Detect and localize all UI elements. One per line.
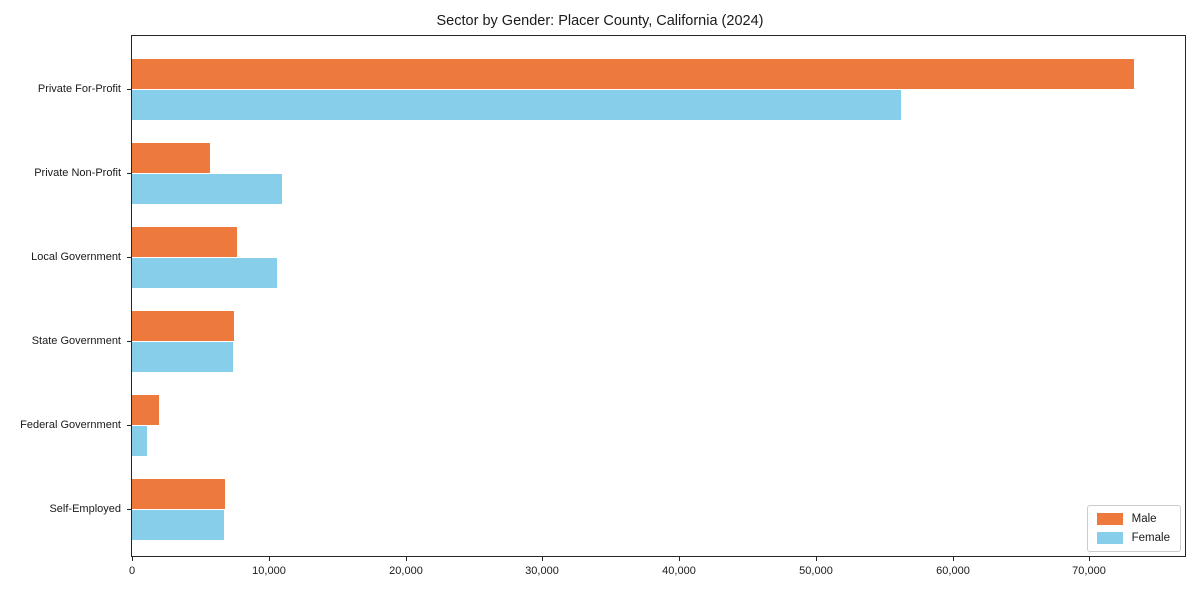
chart-title: Sector by Gender: Placer County, Califor… xyxy=(436,13,764,29)
bar-female-private-for-profit xyxy=(132,90,901,120)
bar-male-local-government xyxy=(132,227,237,257)
y-tick-label-self-employed: Self-Employed xyxy=(49,503,121,515)
y-tick-label-state-government: State Government xyxy=(31,335,121,347)
x-tick-label-30000: 30,000 xyxy=(525,565,559,577)
x-tick-label-60000: 60,000 xyxy=(936,565,970,577)
x-tick-mark xyxy=(132,557,133,561)
y-tick-label-private-non-profit: Private Non-Profit xyxy=(34,167,121,179)
y-tick-mark xyxy=(127,509,131,510)
bar-male-self-employed xyxy=(132,479,225,509)
bar-female-private-non-profit xyxy=(132,174,282,204)
y-tick-label-local-government: Local Government xyxy=(31,251,121,263)
x-tick-mark xyxy=(542,557,543,561)
x-tick-label-10000: 10,000 xyxy=(252,565,286,577)
bar-female-state-government xyxy=(132,342,233,372)
x-tick-label-50000: 50,000 xyxy=(799,565,833,577)
legend: Male Female xyxy=(1086,505,1181,552)
y-tick-mark xyxy=(127,89,131,90)
plot-area: Male Female xyxy=(131,35,1186,557)
x-tick-mark xyxy=(953,557,954,561)
bar-female-local-government xyxy=(132,258,277,288)
bar-male-private-non-profit xyxy=(132,143,210,173)
y-tick-mark xyxy=(127,257,131,258)
x-tick-mark xyxy=(1089,557,1090,561)
legend-row-female: Female xyxy=(1096,532,1170,544)
y-tick-mark xyxy=(127,425,131,426)
bar-male-state-government xyxy=(132,311,234,341)
y-tick-mark xyxy=(127,341,131,342)
legend-label-female: Female xyxy=(1131,532,1170,544)
x-tick-label-20000: 20,000 xyxy=(389,565,423,577)
bar-female-federal-government xyxy=(132,426,147,456)
y-tick-label-private-for-profit: Private For-Profit xyxy=(37,83,121,95)
x-tick-mark xyxy=(269,557,270,561)
legend-row-male: Male xyxy=(1096,513,1170,525)
x-tick-label-0: 0 xyxy=(128,565,136,577)
legend-label-male: Male xyxy=(1131,513,1157,525)
bar-female-self-employed xyxy=(132,510,224,540)
x-tick-mark xyxy=(679,557,680,561)
y-tick-label-federal-government: Federal Government xyxy=(20,419,121,431)
legend-swatch-male xyxy=(1096,513,1123,525)
bar-male-federal-government xyxy=(132,395,159,425)
bar-male-private-for-profit xyxy=(132,59,1134,89)
x-tick-mark xyxy=(816,557,817,561)
x-tick-label-40000: 40,000 xyxy=(662,565,696,577)
x-tick-label-70000: 70,000 xyxy=(1072,565,1106,577)
x-tick-mark xyxy=(406,557,407,561)
legend-swatch-female xyxy=(1096,532,1123,544)
y-tick-mark xyxy=(127,173,131,174)
